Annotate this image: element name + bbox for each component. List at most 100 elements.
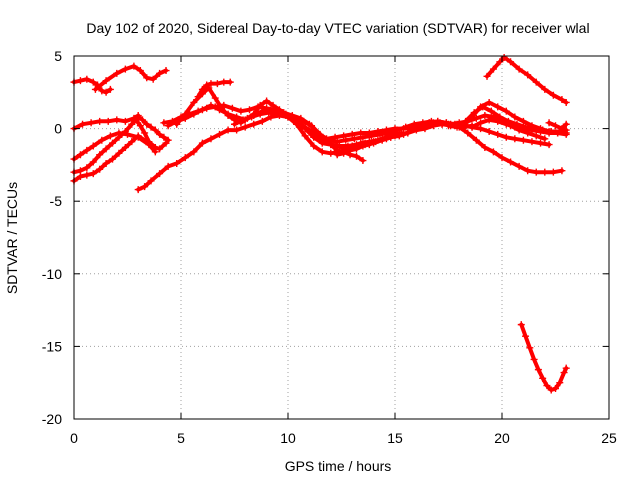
data-point [477, 103, 485, 111]
data-point [89, 158, 97, 166]
data-point [464, 129, 472, 137]
data-point [382, 126, 390, 134]
chart-title: Day 102 of 2020, Sidereal Day-to-day VTE… [86, 20, 589, 36]
data-point [226, 78, 234, 86]
data-point [541, 135, 549, 143]
data-point [128, 138, 136, 146]
data-point [545, 128, 553, 136]
x-tick-label: 15 [387, 430, 403, 446]
data-point [468, 113, 476, 121]
series-line [93, 64, 168, 92]
data-point [76, 77, 84, 85]
series-arc-7 [132, 116, 170, 153]
data-point [164, 122, 172, 130]
data-point [532, 78, 540, 86]
y-tick-label: -5 [50, 193, 63, 209]
data-point [434, 117, 442, 125]
data-point [96, 165, 104, 173]
data-point [87, 119, 95, 127]
axis-ticks: 0 5 10 15 20 25 -20 -15 -10 -5 0 5 [42, 48, 617, 446]
series-group [70, 53, 570, 394]
data-point [528, 122, 536, 130]
data-point [207, 101, 215, 109]
data-point [532, 132, 540, 140]
data-point [109, 155, 117, 163]
data-point [156, 170, 164, 178]
data-point [532, 168, 540, 176]
data-point [511, 135, 519, 143]
data-point [562, 120, 570, 128]
data-point [113, 116, 121, 124]
data-point [350, 135, 358, 143]
data-point [102, 77, 110, 85]
data-point [308, 122, 316, 130]
series-arc-15 [333, 129, 405, 159]
data-point [524, 129, 532, 137]
data-point [156, 69, 164, 77]
data-point [282, 112, 290, 120]
data-point [562, 130, 570, 138]
data-point [453, 123, 461, 131]
data-point [149, 75, 157, 83]
x-tick-label: 25 [601, 430, 617, 446]
data-point [397, 129, 405, 137]
data-point [539, 374, 547, 382]
series-line [470, 125, 552, 147]
data-point [340, 149, 348, 157]
data-point [558, 96, 566, 104]
x-tick-label: 5 [177, 430, 185, 446]
data-point [256, 110, 264, 118]
data-point [483, 72, 491, 80]
data-point [173, 120, 181, 128]
data-point [265, 109, 273, 117]
data-point [83, 171, 91, 179]
data-point [359, 157, 367, 165]
data-point [136, 122, 144, 130]
data-point [134, 186, 142, 194]
data-point [378, 135, 386, 143]
data-point [250, 120, 258, 128]
data-point [425, 119, 433, 127]
data-point [109, 139, 117, 147]
data-point [558, 125, 566, 133]
data-point [181, 154, 189, 162]
data-point [365, 129, 373, 137]
data-point [515, 162, 523, 170]
data-point [323, 135, 331, 143]
y-tick-label: -20 [42, 411, 62, 427]
grid-lines [74, 56, 609, 419]
data-point [241, 123, 249, 131]
data-point [207, 80, 215, 88]
data-point [342, 136, 350, 144]
data-point [181, 110, 189, 118]
data-point [560, 369, 568, 377]
data-point [147, 177, 155, 185]
series-arc-19 [545, 119, 570, 133]
data-point [231, 120, 238, 128]
data-point [513, 120, 521, 128]
data-point [333, 151, 341, 159]
data-point [160, 119, 168, 127]
y-tick-label: 5 [54, 48, 62, 64]
data-point [333, 138, 341, 146]
data-point [472, 114, 480, 122]
data-point [147, 123, 155, 131]
data-point [263, 97, 271, 105]
data-point [79, 120, 87, 128]
data-point [258, 117, 266, 125]
data-point [502, 133, 510, 141]
data-point [89, 170, 97, 178]
data-point [547, 386, 555, 394]
data-point [121, 128, 129, 136]
data-point [472, 136, 480, 144]
data-point [224, 126, 232, 134]
data-point [530, 355, 538, 363]
data-point [143, 120, 151, 128]
data-point [327, 149, 335, 157]
data-point [98, 87, 106, 95]
x-tick-label: 20 [494, 430, 510, 446]
data-point [537, 125, 545, 133]
data-point [359, 142, 367, 150]
data-point [102, 159, 110, 167]
data-point [121, 117, 129, 125]
